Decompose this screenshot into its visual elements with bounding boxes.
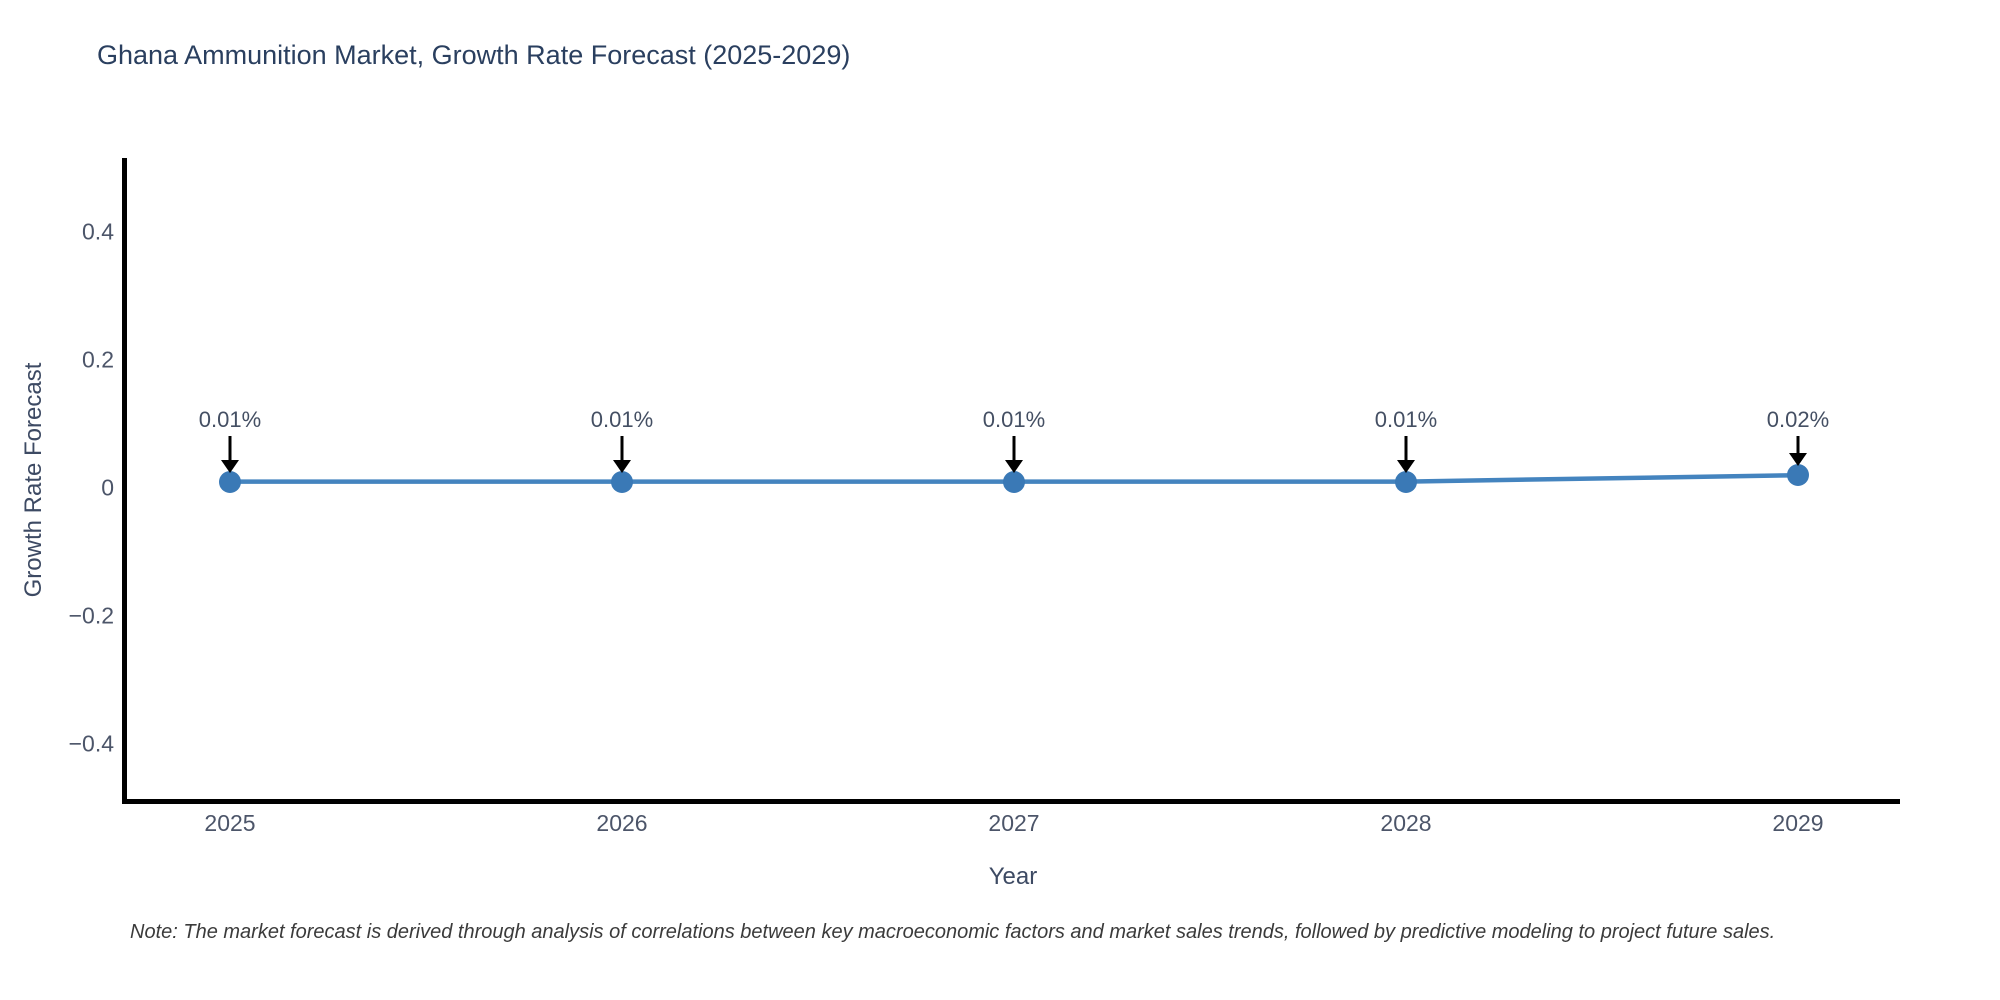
x-tick-label: 2026 (596, 810, 648, 836)
x-axis-title: Year (988, 863, 1038, 890)
y-tick-label: 0.2 (82, 346, 114, 373)
y-tick-label: 0 (101, 474, 114, 501)
data-point-marker (1395, 470, 1417, 493)
annotation-arrow-shaft (620, 436, 624, 464)
annotation-arrow-head (221, 459, 239, 473)
annotation-value-label: 0.01% (198, 407, 262, 432)
data-point-marker (1003, 470, 1025, 493)
x-tick-label: 2027 (988, 810, 1040, 836)
annotation-value-label: 0.01% (590, 407, 654, 432)
x-axis-line (122, 799, 1900, 804)
x-tick-label: 2029 (1772, 810, 1824, 836)
y-axis-line (122, 158, 127, 804)
x-tick-label: 2028 (1380, 810, 1432, 836)
annotation-arrow-shaft (228, 436, 232, 464)
annotation-arrow-shaft (1404, 436, 1408, 464)
data-point-marker (1787, 464, 1809, 487)
annotation-arrow-head (1397, 459, 1415, 473)
y-tick-label: −0.4 (68, 730, 114, 757)
x-tick-label: 2025 (204, 810, 256, 836)
annotation-value-label: 0.01% (982, 407, 1046, 432)
y-tick-label: −0.2 (68, 602, 114, 629)
annotation-arrow-shaft (1012, 436, 1016, 464)
annotation-arrow-head (1789, 453, 1807, 467)
chart-title: Ghana Ammunition Market, Growth Rate For… (97, 40, 851, 70)
annotation-arrow-shaft (1796, 436, 1800, 458)
data-point-marker (611, 470, 633, 493)
annotation-value-label: 0.02% (1766, 407, 1830, 432)
y-tick-label: 0.4 (82, 218, 114, 245)
annotation-arrow-head (1005, 459, 1023, 473)
annotation-arrow-head (613, 459, 631, 473)
data-point-marker (219, 470, 241, 493)
footnote: Note: The market forecast is derived thr… (130, 921, 1776, 943)
annotation-value-label: 0.01% (1374, 407, 1438, 432)
